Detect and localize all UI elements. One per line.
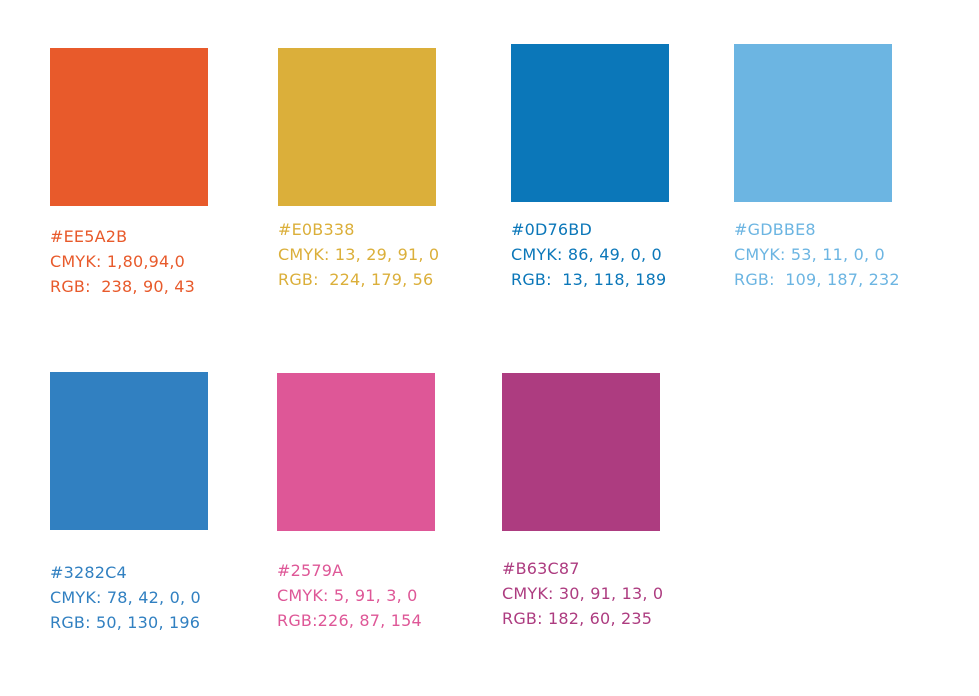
color-swatch bbox=[50, 372, 208, 530]
rgb-label: RGB: 224, 179, 56 bbox=[278, 270, 434, 289]
rgb-label: RGB: 238, 90, 43 bbox=[50, 277, 196, 296]
cmyk-label: CMYK: 78, 42, 0, 0 bbox=[50, 588, 201, 607]
color-swatch bbox=[277, 373, 435, 531]
cmyk-label: CMYK: 30, 91, 13, 0 bbox=[502, 584, 664, 603]
hex-label: #0D76BD bbox=[511, 220, 592, 239]
hex-label: #2579A bbox=[277, 561, 344, 580]
cmyk-label: CMYK: 13, 29, 91, 0 bbox=[278, 245, 440, 264]
cmyk-label: CMYK: 86, 49, 0, 0 bbox=[511, 245, 662, 264]
rgb-label: RGB: 13, 118, 189 bbox=[511, 270, 667, 289]
rgb-label: RGB: 182, 60, 235 bbox=[502, 609, 653, 628]
color-swatch bbox=[278, 48, 436, 206]
rgb-label: RGB: 109, 187, 232 bbox=[734, 270, 900, 289]
color-swatch bbox=[734, 44, 892, 202]
hex-label: #GDBBE8 bbox=[734, 220, 816, 239]
color-swatch bbox=[511, 44, 669, 202]
color-swatch bbox=[502, 373, 660, 531]
hex-label: #3282C4 bbox=[50, 563, 127, 582]
hex-label: #B63C87 bbox=[502, 559, 580, 578]
cmyk-label: CMYK: 1,80,94,0 bbox=[50, 252, 186, 271]
cmyk-label: CMYK: 53, 11, 0, 0 bbox=[734, 245, 885, 264]
color-swatch bbox=[50, 48, 208, 206]
hex-label: #EE5A2B bbox=[50, 227, 128, 246]
hex-label: #E0B338 bbox=[278, 220, 355, 239]
rgb-label: RGB:226, 87, 154 bbox=[277, 611, 422, 630]
rgb-label: RGB: 50, 130, 196 bbox=[50, 613, 201, 632]
cmyk-label: CMYK: 5, 91, 3, 0 bbox=[277, 586, 418, 605]
